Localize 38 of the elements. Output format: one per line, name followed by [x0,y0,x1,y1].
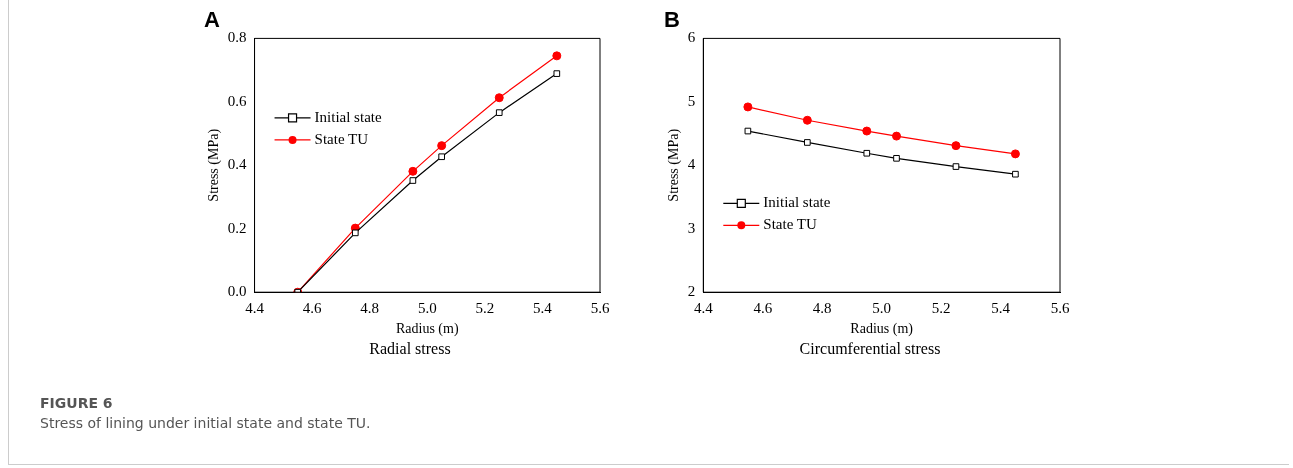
x-tick-label: 4.8 [812,300,832,317]
y-axis-title: Stress (MPa) [666,128,683,202]
x-tick-label: 4.4 [245,300,265,317]
y-tick-label: 0.2 [227,219,247,236]
chart-title: A [204,7,220,33]
text: Stress of lining under initial state and state TU. [40,415,371,431]
y-tick-label: 2 [687,283,696,300]
legend-label: State TU [314,130,369,147]
y-tick-label: 4 [687,156,696,173]
x-tick-label: 5.2 [931,300,951,317]
y-tick-label: 0.6 [227,92,248,109]
x-tick-label: 5.6 [590,300,610,317]
x-tick-label: 4.6 [302,300,322,317]
x-axis-title: Radius (m) [395,321,459,338]
x-tick-label: 5.6 [1050,300,1070,317]
y-tick-label: 6 [687,29,696,46]
x-tick-label: 5.4 [533,300,553,317]
y-tick-label: 0.8 [227,29,247,46]
x-tick-label: 4.4 [693,300,714,317]
x-tick-label: 4.6 [753,300,773,317]
y-axis-title: Stress (MPa) [206,128,223,202]
x-tick-label: 5.0 [872,300,892,317]
y-tick-label: 0.0 [227,283,247,300]
x-tick-label: 5.4 [991,300,1011,317]
caption: FIGURE 6 [40,395,114,411]
x-tick-label: 5.0 [417,300,437,317]
text: Radial stress [368,340,452,358]
y-tick-label: 3 [687,219,696,236]
x-axis-title: Radius (m) [850,321,914,338]
x-tick-label: 5.2 [475,300,495,317]
chart-title: B [664,7,680,33]
legend-label: State TU [763,216,817,233]
x-tick-label: 4.8 [360,300,380,317]
y-tick-label: 0.4 [227,156,248,173]
legend-label: Initial state [763,194,831,211]
legend-label: Initial state [314,108,382,125]
text: Circumferential stress [798,340,942,358]
y-tick-label: 5 [687,92,696,109]
